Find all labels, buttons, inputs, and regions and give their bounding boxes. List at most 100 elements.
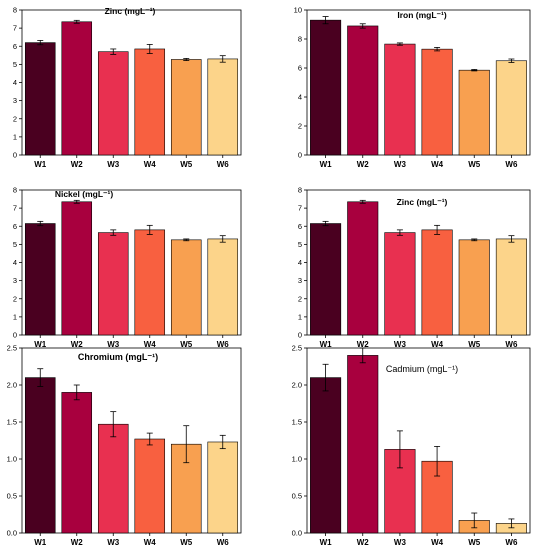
error-bar xyxy=(73,384,80,401)
chart-panel-5: 0.0 0.5 1.0 1.5 2.0 2.5 W1 W2 W3 W4 W5 W6 Chromium (… xyxy=(7,344,242,547)
bar-w6 xyxy=(495,238,527,336)
y-tick-label: 0 xyxy=(13,151,17,160)
y-tick-label: 7 xyxy=(298,204,302,213)
y-tick-label: 0.5 xyxy=(7,492,17,501)
bar-w4 xyxy=(421,48,453,156)
x-category-label: W3 xyxy=(394,538,407,547)
y-tick-label: 1.0 xyxy=(7,455,17,464)
x-category-label: W2 xyxy=(71,160,84,169)
x-category-label: W1 xyxy=(320,340,333,349)
chart-panel-6: 0.0 0.5 1.0 1.5 2.0 2.5 W1 W2 W3 W4 W5 W6 Cadmium (m… xyxy=(292,344,531,547)
bar-w2 xyxy=(347,201,379,336)
bar-w2 xyxy=(61,21,93,156)
error-bar xyxy=(73,19,80,24)
y-tick-label: 7 xyxy=(13,24,17,33)
error-bar xyxy=(110,229,117,236)
bar-w6 xyxy=(207,441,239,534)
y-tick-label: 6 xyxy=(298,64,302,73)
x-category-label: W5 xyxy=(468,538,481,547)
x-category-label: W4 xyxy=(431,538,444,547)
bar-w1 xyxy=(24,223,56,336)
x-category-label: W2 xyxy=(71,538,84,547)
x-category-label: W3 xyxy=(107,160,120,169)
x-category-label: W5 xyxy=(180,340,193,349)
chart-title: Zinc (mgL⁻¹) xyxy=(397,197,448,207)
bar-w1 xyxy=(310,19,342,156)
error-bar xyxy=(471,512,478,529)
y-tick-label: 2.0 xyxy=(292,381,302,390)
x-category-label: W5 xyxy=(180,538,193,547)
error-bar xyxy=(396,42,403,46)
error-bar xyxy=(183,238,190,242)
bar-w1 xyxy=(310,377,342,534)
y-tick-label: 0 xyxy=(298,151,302,160)
x-category-label: W1 xyxy=(34,538,47,547)
x-category-label: W6 xyxy=(217,340,230,349)
error-bar xyxy=(396,430,403,469)
x-category-label: W1 xyxy=(34,160,47,169)
x-category-label: W6 xyxy=(505,538,518,547)
error-bar xyxy=(359,199,366,204)
x-category-label: W1 xyxy=(320,160,333,169)
y-tick-label: 2.0 xyxy=(7,381,17,390)
chart-panel-2: 0 2 4 6 8 10 W1 W2 W3 W4 W5 W6 Iron (mgL⁻¹) xyxy=(294,6,531,169)
error-bar xyxy=(219,434,226,450)
y-tick-label: 1.5 xyxy=(7,418,17,427)
error-bar xyxy=(37,40,44,46)
bar-w2 xyxy=(347,355,379,534)
y-tick-label: 2.5 xyxy=(292,344,302,353)
bar-w4 xyxy=(134,48,166,156)
y-tick-label: 4 xyxy=(13,258,17,267)
error-bar xyxy=(359,347,366,364)
x-category-label: W5 xyxy=(468,340,481,349)
bar-w6 xyxy=(207,58,239,156)
y-tick-label: 3 xyxy=(13,276,17,285)
error-bar xyxy=(508,518,515,529)
y-tick-label: 2 xyxy=(298,294,302,303)
error-bar xyxy=(73,199,80,204)
x-category-label: W6 xyxy=(505,340,518,349)
bar-w2 xyxy=(61,201,93,336)
x-category-label: W6 xyxy=(217,538,230,547)
error-bar xyxy=(322,363,329,392)
bar-w3 xyxy=(384,232,416,336)
bar-w2 xyxy=(347,25,379,156)
error-bar xyxy=(110,411,117,438)
chart-title: Iron (mgL⁻¹) xyxy=(397,10,447,20)
error-bar xyxy=(146,44,153,54)
y-tick-label: 4 xyxy=(13,78,17,87)
x-category-label: W4 xyxy=(431,160,444,169)
x-category-label: W5 xyxy=(468,160,481,169)
plot-frame xyxy=(306,9,531,156)
error-bar xyxy=(322,220,329,227)
y-tick-label: 7 xyxy=(13,204,17,213)
y-tick-label: 6 xyxy=(13,222,17,231)
y-tick-label: 1 xyxy=(13,132,17,141)
bar-w5 xyxy=(170,59,202,156)
error-bar xyxy=(434,224,441,235)
y-tick-label: 3 xyxy=(13,96,17,105)
error-bar xyxy=(37,368,44,387)
error-bar xyxy=(146,432,153,446)
y-tick-label: 5 xyxy=(13,240,17,249)
error-bar xyxy=(37,220,44,227)
y-tick-label: 8 xyxy=(13,6,17,15)
x-category-label: W4 xyxy=(144,538,157,547)
x-category-label: W3 xyxy=(107,538,120,547)
chart-panel-1: 0 1 2 3 4 5 6 7 8 W1 W2 W3 W4 W5 W6 Zinc (mgL⁻¹) xyxy=(13,6,242,169)
chart-title: Nickel (mgL⁻¹) xyxy=(55,189,113,199)
y-tick-label: 1 xyxy=(13,312,17,321)
plot-frame xyxy=(306,347,531,534)
x-category-label: W4 xyxy=(431,340,444,349)
y-tick-label: 0 xyxy=(13,331,17,340)
error-bar xyxy=(183,57,190,61)
y-tick-label: 2 xyxy=(298,122,302,131)
y-tick-label: 0.5 xyxy=(292,492,302,501)
bar-w3 xyxy=(384,43,416,156)
error-bar xyxy=(146,224,153,235)
bar-w2 xyxy=(61,392,93,534)
x-category-label: W2 xyxy=(357,340,370,349)
bar-w3 xyxy=(97,423,129,534)
x-category-label: W5 xyxy=(180,160,193,169)
